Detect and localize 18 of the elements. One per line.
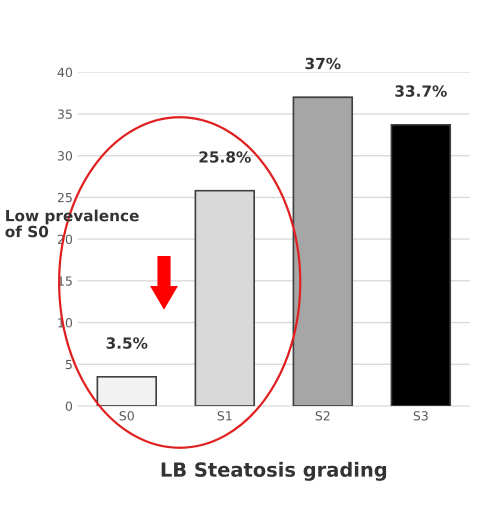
data-label: 37%	[306, 58, 341, 70]
bar	[292, 96, 354, 406]
y-tick-label: 30	[58, 151, 72, 161]
data-label: 25.8%	[199, 151, 251, 163]
y-tick-label: 25	[58, 192, 72, 202]
y-tick-label: 5	[66, 360, 72, 370]
x-tick-label: S2	[316, 411, 330, 421]
data-label: 33.7%	[395, 85, 447, 97]
bar	[96, 376, 158, 406]
y-tick-label: 40	[58, 68, 72, 78]
data-label: 3.5%	[106, 337, 148, 349]
x-tick-label: S3	[414, 411, 428, 421]
y-tick-label: 35	[58, 109, 72, 119]
x-tick-label: S0	[120, 411, 134, 421]
x-tick-label: S1	[218, 411, 232, 421]
x-axis-title: LB Steatosis grading	[162, 462, 386, 481]
bar	[390, 124, 452, 406]
y-tick-label: 0	[66, 401, 72, 411]
